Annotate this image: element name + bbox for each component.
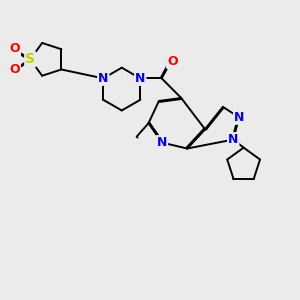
Text: N: N <box>135 72 146 85</box>
Text: O: O <box>167 55 178 68</box>
Text: S: S <box>25 52 35 66</box>
Text: N: N <box>228 133 238 146</box>
Text: O: O <box>10 42 20 56</box>
Text: N: N <box>98 72 108 85</box>
Text: O: O <box>10 63 20 76</box>
Text: N: N <box>234 111 244 124</box>
Text: N: N <box>157 136 167 149</box>
